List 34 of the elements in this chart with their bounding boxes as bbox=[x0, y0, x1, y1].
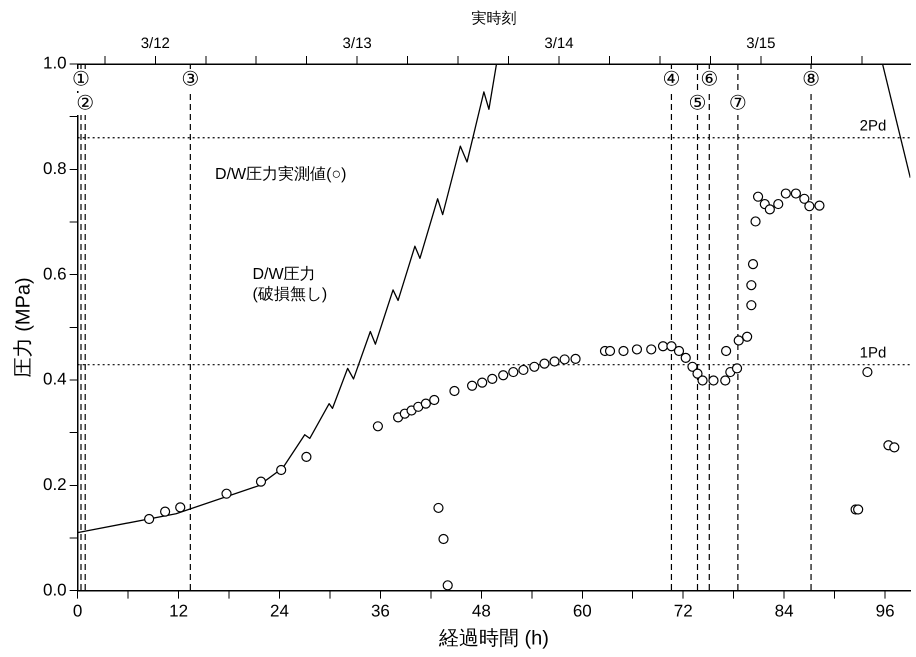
x-tick-label: 72 bbox=[674, 601, 693, 620]
x-tick-label: 0 bbox=[72, 601, 82, 620]
x-tick-label: 12 bbox=[169, 601, 188, 620]
ref-line-label: ① bbox=[72, 68, 90, 91]
x-axis-title: 経過時間 (h) bbox=[438, 628, 549, 650]
x-tick-label: 48 bbox=[472, 601, 491, 620]
y-tick-label: 0.8 bbox=[42, 159, 67, 178]
x2-tick-label: 3/15 bbox=[746, 35, 776, 52]
y-tick-label: 0.0 bbox=[42, 580, 67, 600]
x2-tick-label: 3/14 bbox=[544, 35, 574, 52]
x2-axis-title: 実時刻 bbox=[471, 10, 516, 28]
annotation: D/W圧力実測値(○) bbox=[215, 164, 346, 183]
x-tick-label: 60 bbox=[572, 601, 592, 620]
y-tick-label: 0.2 bbox=[42, 474, 67, 494]
x2-tick-label: 3/13 bbox=[342, 35, 372, 52]
ref-line-label: ⑦ bbox=[728, 92, 747, 115]
y-tick-label: 0.4 bbox=[42, 370, 67, 389]
ref-line-label: ② bbox=[76, 92, 94, 115]
ref-line-label: ⑥ bbox=[700, 68, 718, 91]
x-tick-label: 84 bbox=[774, 601, 794, 620]
ref-line-label: 1Pd bbox=[860, 344, 886, 362]
annotation: D/W圧力 (破損無し) bbox=[252, 265, 328, 304]
ref-line-label: ③ bbox=[181, 68, 200, 91]
y-axis-title: 圧力 (MPa) bbox=[12, 277, 35, 378]
x2-tick-label: 3/12 bbox=[140, 35, 170, 52]
y-tick-label: 0.6 bbox=[42, 264, 67, 284]
x-tick-label: 24 bbox=[270, 601, 289, 620]
y-tick-label: 1.0 bbox=[42, 54, 67, 73]
ref-line-label: ⑤ bbox=[688, 92, 706, 115]
ref-line-label: ④ bbox=[662, 68, 680, 91]
x-tick-label: 96 bbox=[876, 601, 895, 620]
ref-line-label: ⑧ bbox=[802, 68, 820, 91]
ref-line-label: 2Pd bbox=[860, 117, 886, 134]
x-tick-label: 36 bbox=[370, 601, 390, 620]
